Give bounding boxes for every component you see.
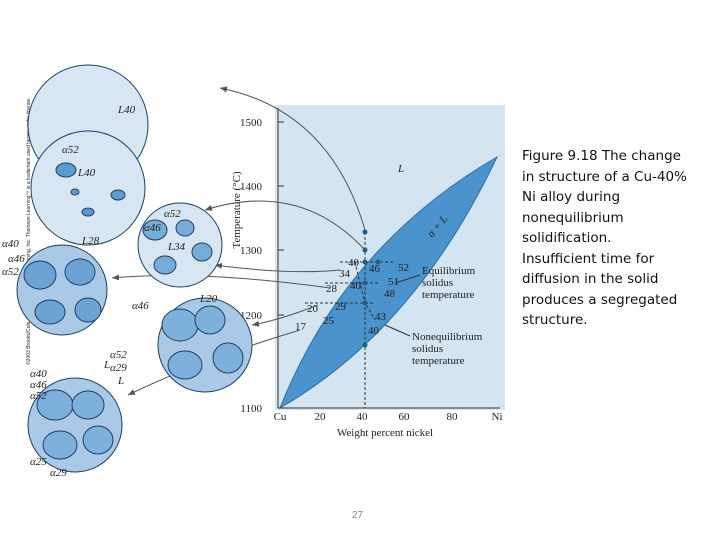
- copyright: ©2003 Brooks/Cole, a division of Thomson…: [25, 97, 32, 365]
- point-label: 34: [339, 268, 351, 280]
- point-label: 46: [369, 263, 381, 275]
- caption-line: produces a segregated: [522, 291, 678, 308]
- x-tick-label: 40: [357, 411, 369, 423]
- caption-line: Figure 9.18 The change: [522, 148, 681, 164]
- note: Nonequilibrium: [412, 331, 483, 343]
- point-label: 29: [335, 301, 347, 313]
- x-tick-label: 60: [399, 411, 411, 423]
- phase-label: α52: [2, 266, 19, 278]
- caption-line: nonequilibrium: [522, 209, 624, 226]
- phase-label: α29: [110, 362, 127, 374]
- note: temperature: [412, 355, 465, 367]
- caption: Figure 9.18 The change in structure of a …: [522, 146, 714, 331]
- phase-label: α40: [30, 368, 47, 380]
- x-axis-label: Weight percent nickel: [337, 427, 433, 439]
- caption-line: Insufficient time for: [522, 250, 655, 267]
- phase-label: L: [117, 375, 124, 387]
- phase-label: α25: [30, 456, 47, 468]
- x-tick-label: 20: [315, 411, 327, 423]
- x-tick-label: 80: [447, 411, 459, 423]
- microstructures: [16, 64, 253, 473]
- phase-label: L28: [81, 235, 100, 247]
- y-tick-label: 1300: [240, 245, 263, 257]
- axes: [277, 108, 500, 409]
- phase-label: α46: [132, 300, 149, 312]
- phase-label: α46: [144, 222, 161, 234]
- note: solidus: [422, 277, 453, 289]
- phase-label: α52: [164, 208, 181, 220]
- point-label: 48: [384, 288, 396, 300]
- phase-label: α52: [30, 390, 47, 402]
- y-tick-label: 1200: [240, 310, 263, 322]
- points: [362, 229, 381, 348]
- point-label: 43: [375, 311, 387, 323]
- circle-labels: L40 α52 L40 α52 α46 L34 α40 α46 α52 L28 …: [2, 104, 218, 479]
- y-tick-label: 1400: [240, 181, 263, 193]
- phase-label: α52: [62, 144, 79, 156]
- phase-label: α52: [110, 349, 127, 361]
- point-label: 28: [326, 283, 338, 295]
- y-tick-label: 1100: [240, 403, 262, 415]
- phase-label: L40: [117, 104, 136, 116]
- page-number: 27: [352, 510, 364, 521]
- note: solidus: [412, 343, 443, 355]
- point-label: 25: [323, 315, 335, 327]
- point-label: 17: [295, 321, 307, 333]
- region-label: L: [397, 163, 404, 175]
- caption-line: in structure of a Cu-40%: [522, 168, 687, 185]
- phase-label: L40: [77, 167, 96, 179]
- phase-label: L20: [199, 293, 218, 305]
- point-labels: 40 34 46 52 28 40 51 48 20 29 25 17 43 4…: [295, 257, 409, 337]
- note: Equilibrium: [422, 265, 476, 277]
- x-tick-label: Cu: [274, 411, 287, 423]
- leader-line: [384, 324, 411, 337]
- phase-label: α46: [30, 379, 47, 391]
- point-label: 40: [368, 325, 380, 337]
- leader-line: [394, 274, 421, 284]
- alpha-liquid-region: [279, 155, 499, 410]
- x-tick-label: Ni: [492, 411, 503, 423]
- point-label: 40: [348, 257, 360, 269]
- caption-line: solidification.: [522, 230, 612, 246]
- phase-label: L34: [167, 241, 186, 253]
- note: temperature: [422, 289, 475, 301]
- caption-line: structure.: [522, 312, 588, 328]
- point-label: 51: [388, 276, 399, 288]
- arrows: [111, 86, 366, 396]
- phase-label: α40: [2, 238, 19, 250]
- y-tick-label: 1500: [240, 117, 263, 129]
- caption-line: diffusion in the solid: [522, 271, 659, 287]
- point-label: 40: [350, 280, 362, 292]
- point-label: 52: [398, 262, 409, 274]
- point-label: 20: [307, 303, 319, 315]
- phase-label: α29: [50, 467, 67, 479]
- phase-label: α46: [8, 253, 25, 265]
- y-axis-label: Temperature (°C): [231, 171, 243, 249]
- caption-line: Ni alloy during: [522, 189, 621, 205]
- phase-label: L: [103, 359, 110, 371]
